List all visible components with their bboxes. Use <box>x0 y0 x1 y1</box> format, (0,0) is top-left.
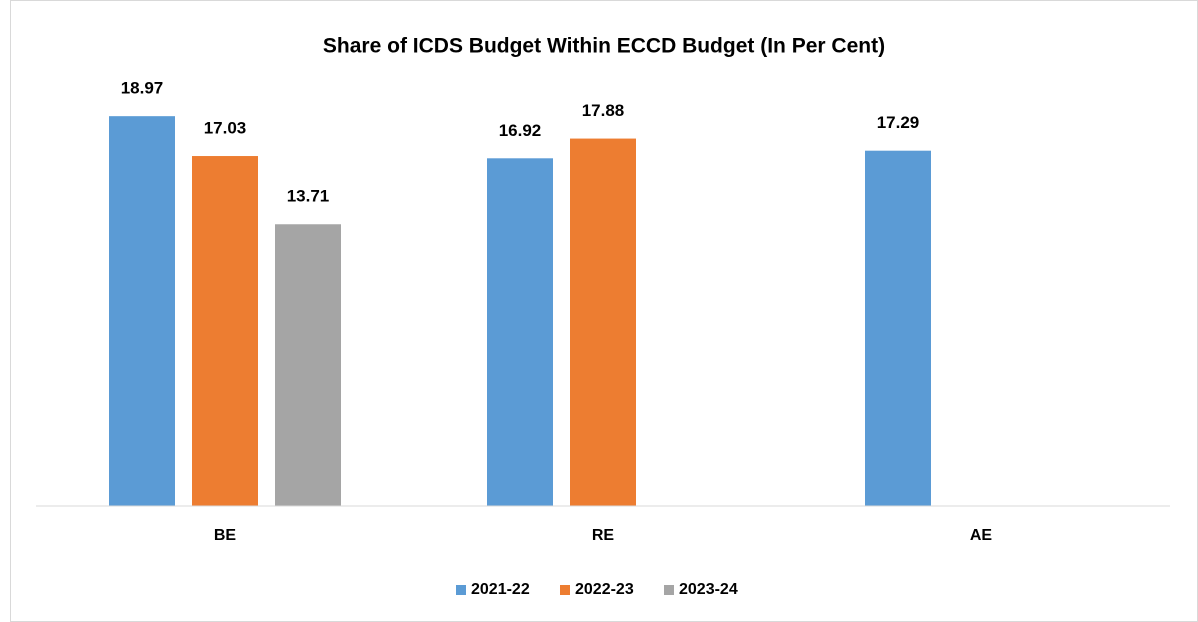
data-label: 17.88 <box>582 101 625 120</box>
data-label: 16.92 <box>499 121 542 140</box>
legend-label: 2023-24 <box>679 581 738 598</box>
x-tick-label: RE <box>592 527 615 544</box>
data-label: 17.03 <box>204 119 247 138</box>
x-tick-label: BE <box>214 527 237 544</box>
bar <box>570 138 636 507</box>
x-tick-label: AE <box>970 527 993 544</box>
bar <box>865 150 931 507</box>
data-label: 18.97 <box>121 79 164 98</box>
legend-swatch <box>664 585 674 595</box>
legend-swatch <box>456 585 466 595</box>
data-label: 13.71 <box>287 187 330 206</box>
bar <box>109 116 175 506</box>
legend-label: 2021-22 <box>471 581 530 598</box>
data-label: 17.29 <box>877 113 920 132</box>
legend-swatch <box>560 585 570 595</box>
bar <box>192 156 258 506</box>
chart-title: Share of ICDS Budget Within ECCD Budget … <box>323 35 885 58</box>
legend-label: 2022-23 <box>575 581 634 598</box>
bar <box>275 224 341 506</box>
bar <box>487 158 553 506</box>
